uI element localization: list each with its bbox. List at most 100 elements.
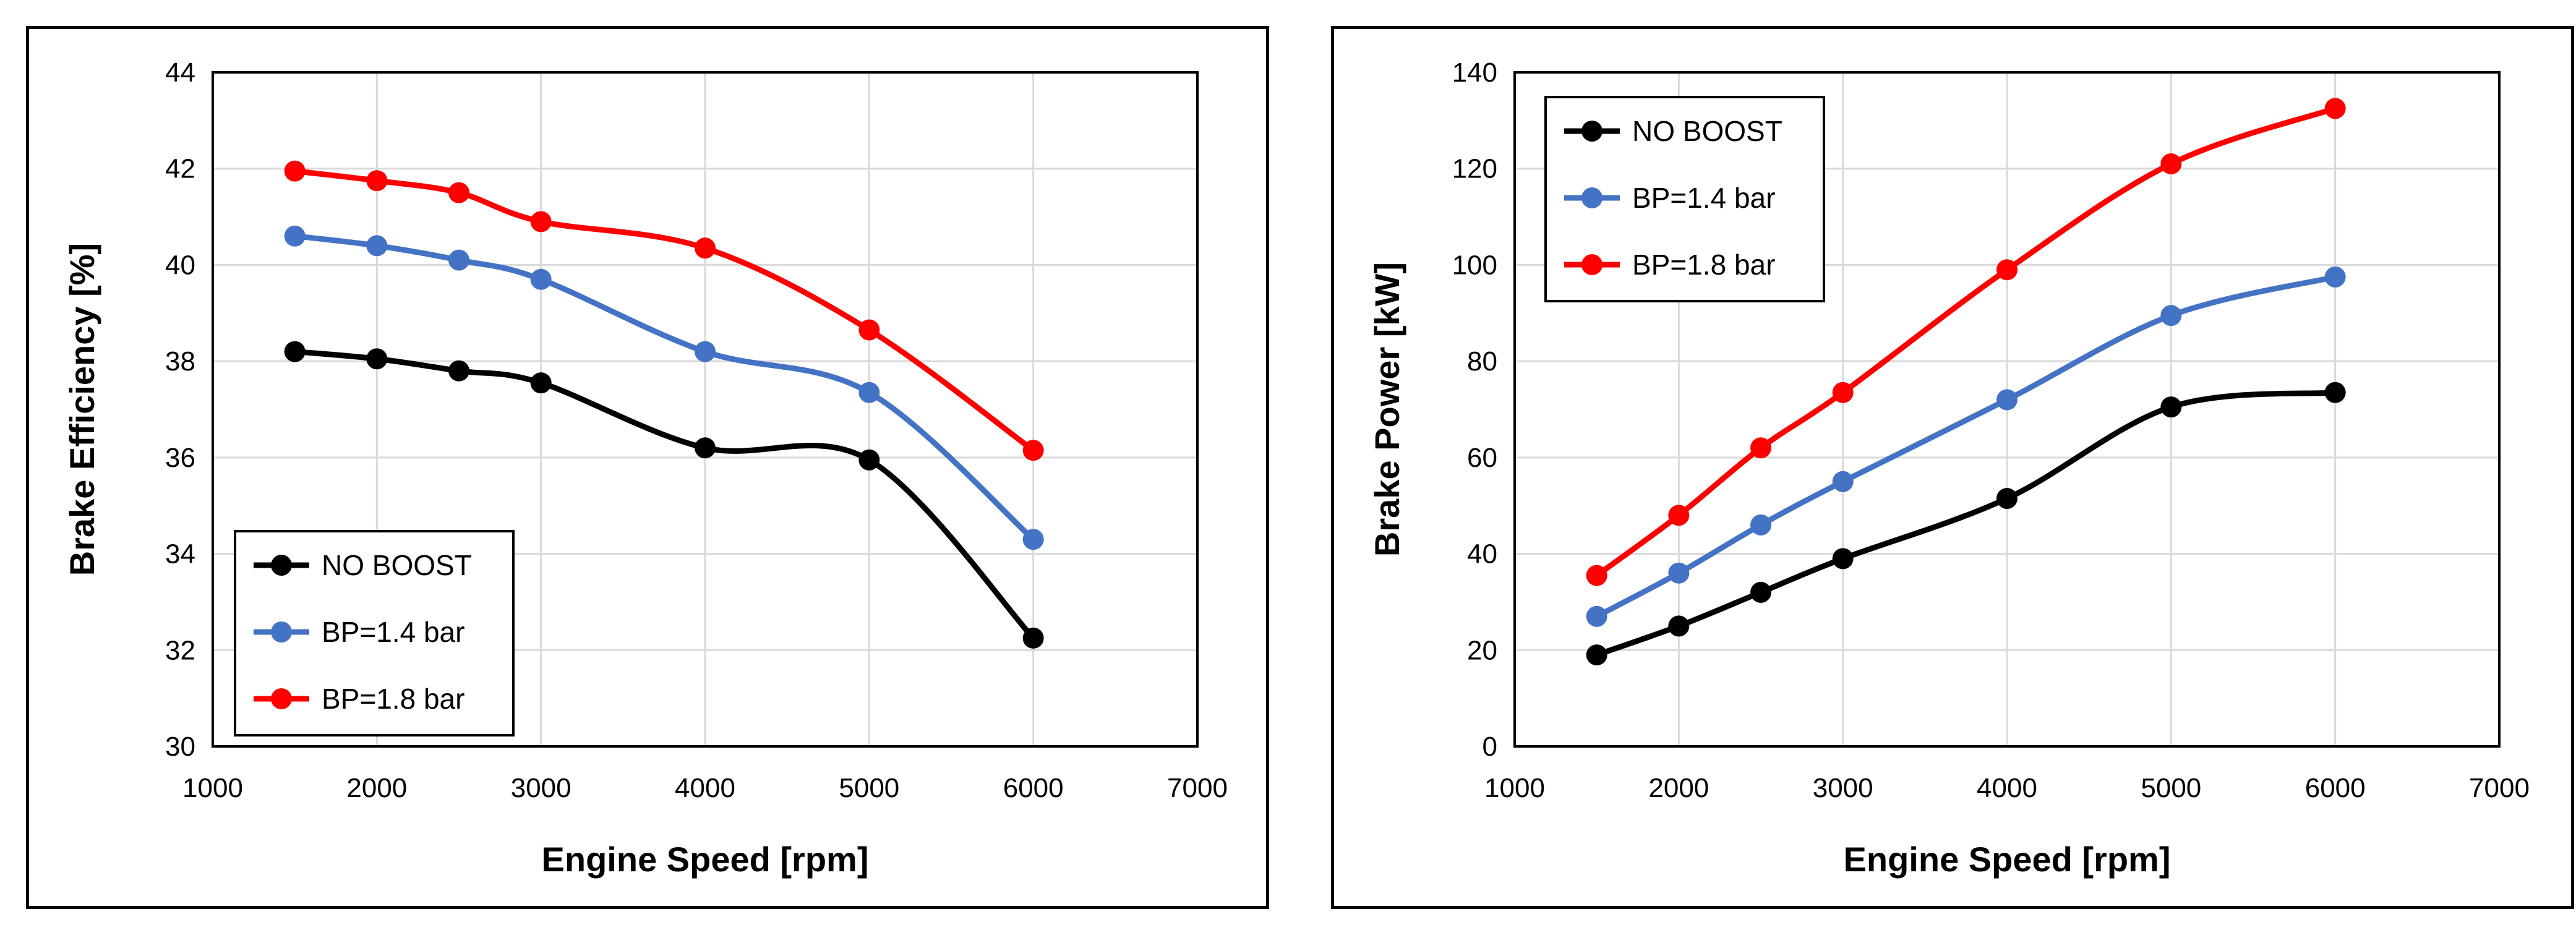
series-bp-1-8-bar [284,160,1044,461]
data-point [530,268,552,290]
x-tick-labels: 1000 2000 3000 4000 5000 6000 7000 [182,773,1228,803]
data-point [1586,644,1607,666]
data-point [1996,488,2018,510]
data-point [1022,440,1044,461]
x-tick-label: 1000 [182,773,243,803]
x-tick-label: 2000 [346,773,407,803]
y-tick-labels: 30 32 34 36 38 40 42 44 [165,58,195,762]
y-axis-title: Brake Power [kW] [1367,262,1406,557]
x-tick-label: 3000 [1813,773,1873,803]
legend-item-bp-1-4-bar: BP=1.4 bar [1564,182,1775,214]
y-tick-label: 34 [165,539,195,570]
data-point [1832,548,1854,570]
data-point [858,449,880,471]
plot-area-border [1513,71,2501,748]
data-point [1750,437,1771,459]
x-axis-title: Engine Speed [rpm] [1844,840,2171,879]
data-point [1668,505,1690,526]
data-point [1586,605,1607,627]
legend-item-no-boost: NO BOOST [254,549,472,581]
series-line [292,349,1037,641]
series-line [1594,390,2339,658]
y-tick-label: 80 [1467,346,1497,377]
x-tick-label: 2000 [1648,773,1709,803]
y-tick-label: 42 [165,154,195,184]
x-tick-label: 6000 [1003,773,1064,803]
data-point [284,160,306,182]
y-tick-label: 30 [165,732,195,762]
y-tick-label: 20 [1467,635,1497,665]
legend: NO BOOST BP=1.4 bar BP=1.8 bar [234,530,515,736]
y-tick-label: 40 [1467,539,1497,570]
data-point [1750,581,1771,603]
legend-label: BP=1.8 bar [1632,249,1775,281]
data-point [1668,615,1690,637]
data-point [695,237,716,259]
y-tick-label: 32 [165,635,195,665]
data-point [695,341,716,362]
data-point [1750,514,1771,536]
data-point [366,235,388,257]
data-point [2160,396,2182,418]
data-point [448,249,469,271]
data-point [1996,259,2018,281]
legend-item-no-boost: NO BOOST [1564,115,1782,147]
x-tick-label: 5000 [839,773,899,803]
series-bp-1-4-bar [1586,266,2346,627]
x-tick-label: 6000 [2305,773,2366,803]
legend-marker [1581,121,1603,142]
legend-marker [1581,254,1603,275]
series-line [292,233,1037,542]
series-bp-1-4-bar [284,225,1044,550]
x-tick-label: 7000 [2469,773,2530,803]
x-tick-label: 3000 [511,773,571,803]
y-tick-label: 0 [1483,732,1497,762]
x-tick-label: 4000 [675,773,735,803]
data-point [695,437,716,459]
legend-marker [271,555,292,576]
plot-area-border [212,71,1199,748]
series-line [1594,274,2339,620]
x-tick-label: 4000 [1977,773,2037,803]
data-point [1668,562,1690,584]
y-tick-label: 100 [1452,250,1497,280]
data-point [366,348,388,370]
data-point [2324,266,2346,288]
data-point [858,382,880,403]
legend-item-bp-1-8-bar: BP=1.8 bar [1564,249,1775,281]
x-tick-label: 1000 [1484,773,1545,803]
data-point [2160,153,2182,174]
legend-label: BP=1.4 bar [322,616,464,648]
legend-marker [271,621,292,643]
data-point [1586,565,1607,586]
y-tick-label: 140 [1452,58,1497,88]
data-point [1832,471,1854,492]
y-tick-label: 120 [1452,154,1497,184]
y-tick-label: 36 [165,443,195,473]
y-tick-label: 40 [165,250,195,280]
series-bp-1-8-bar [1586,98,2346,586]
data-point [448,182,469,203]
data-point [1022,529,1044,550]
y-axis-title: Brake Efficiency [%] [62,243,101,576]
legend: NO BOOST BP=1.4 bar BP=1.8 bar [1544,96,1825,302]
data-point [2324,98,2346,119]
x-tick-label: 7000 [1167,773,1228,803]
legend-label: BP=1.8 bar [322,683,464,715]
series-no-boost [1586,382,2346,666]
data-point [1022,627,1044,649]
data-point [1996,389,2018,411]
y-tick-label: 44 [165,58,195,88]
data-point [858,319,880,341]
y-tick-label: 38 [165,346,195,377]
chart-panel-brake-efficiency: 30 32 34 36 38 40 42 44 1000 2000 3000 4000 5000 6000… [26,26,1269,909]
data-point [530,211,552,233]
legend-item-bp-1-8-bar: BP=1.8 bar [254,683,464,715]
legend-label: BP=1.4 bar [1632,182,1775,214]
data-point [284,341,306,362]
series-no-boost [284,341,1044,649]
legend-marker [271,688,292,709]
brake-efficiency-chart: 30 32 34 36 38 40 42 44 1000 2000 3000 4000 5000 6000… [62,58,1228,879]
brake-power-chart: 0 20 40 60 80 100 120 140 1000 2000 3000 4000 5000 60… [1367,58,2530,879]
x-axis-title: Engine Speed [rpm] [542,840,869,879]
